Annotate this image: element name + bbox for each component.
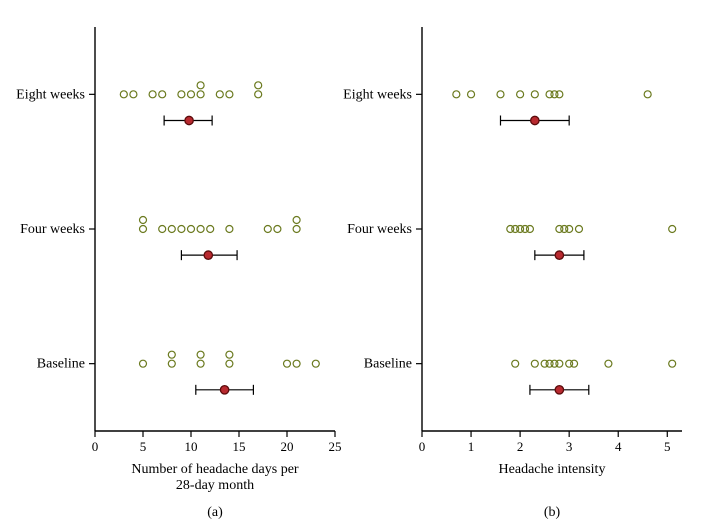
y-category-label: Eight weeks	[343, 87, 412, 102]
x-axis-label: Number of headache days per	[131, 462, 298, 477]
mean-marker	[555, 251, 563, 259]
y-category-label: Four weeks	[20, 222, 85, 237]
mean-marker	[555, 386, 563, 394]
figure: 0510152025BaselineFour weeksEight weeksN…	[0, 0, 706, 528]
mean-marker	[185, 116, 193, 124]
x-tick-label: 0	[419, 439, 426, 454]
x-tick-label: 0	[92, 439, 99, 454]
x-tick-label: 10	[185, 439, 198, 454]
mean-marker	[220, 386, 228, 394]
y-category-label: Four weeks	[347, 222, 412, 237]
mean-marker	[531, 116, 539, 124]
x-tick-label: 15	[233, 439, 246, 454]
x-tick-label: 2	[517, 439, 524, 454]
y-category-label: Baseline	[37, 357, 85, 372]
panel-sublabel: (a)	[207, 505, 223, 520]
y-category-label: Eight weeks	[16, 87, 85, 102]
x-tick-label: 5	[664, 439, 671, 454]
x-tick-label: 3	[566, 439, 573, 454]
x-tick-label: 5	[140, 439, 147, 454]
x-tick-label: 4	[615, 439, 622, 454]
mean-marker	[204, 251, 212, 259]
panel-sublabel: (b)	[544, 505, 561, 520]
x-axis-label: 28-day month	[176, 478, 254, 493]
x-axis-label: Headache intensity	[499, 462, 606, 477]
x-tick-label: 20	[281, 439, 294, 454]
x-tick-label: 25	[329, 439, 342, 454]
x-tick-label: 1	[468, 439, 475, 454]
y-category-label: Baseline	[364, 357, 412, 372]
